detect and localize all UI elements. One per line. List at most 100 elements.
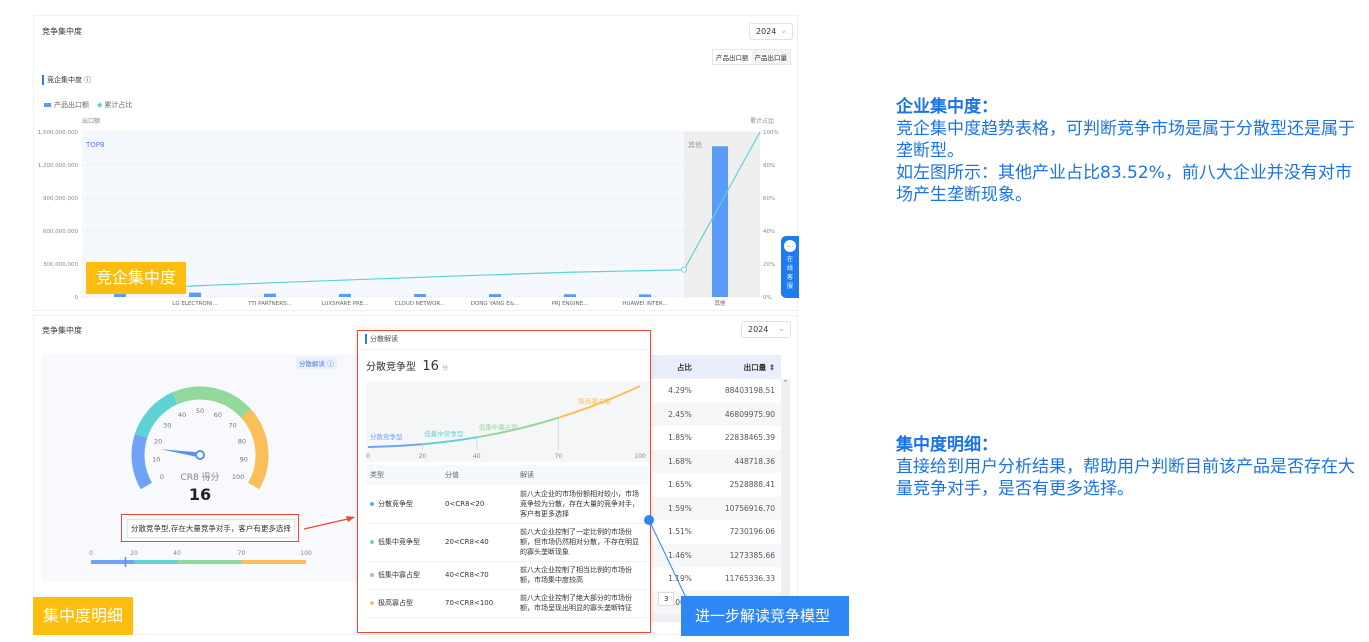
pagination-page-3[interactable]: 3	[658, 592, 675, 606]
bar[interactable]	[712, 146, 728, 297]
gauge-band	[131, 433, 153, 490]
cell-share: 2.45%	[650, 402, 698, 426]
type-text: 低集中寡占型	[378, 571, 420, 579]
curve-label: 低集中竞争型	[424, 429, 464, 438]
bar[interactable]	[189, 292, 201, 297]
cell-share: 1.51%	[668, 527, 692, 537]
table-row[interactable]: 1.68% 448718.36	[650, 449, 781, 473]
model-row: 低集中寡占型 40<CR8<70 前八大企业控制了相当比例的市场份额，市场集中度较高	[366, 561, 648, 590]
bar[interactable]	[339, 293, 351, 297]
x-tick: HUAWEI INTER...	[622, 301, 668, 307]
toggle-export-volume[interactable]: 产品出口量	[751, 50, 790, 64]
year-select[interactable]: 2024 ⌄	[741, 321, 791, 338]
col-type: 类型	[366, 465, 441, 485]
gauge-band	[172, 386, 251, 419]
gauge-tick: 100	[232, 473, 244, 481]
cell-share: 1.19%	[668, 574, 692, 584]
legend-bar[interactable]: 产品出口额	[44, 100, 89, 110]
note-body: 如左图所示：其他产业占比83.52%，前八大企业并没有对市场产生垄断现象。	[896, 163, 1352, 205]
section-title: 竞企集中度 ⓘ	[42, 75, 91, 85]
bar[interactable]	[639, 294, 651, 297]
y-right-tick: 60%	[763, 196, 775, 202]
interp-tag-text: 分散解读	[299, 360, 325, 368]
table-row[interactable]: 2.45% 46809975.90	[650, 402, 781, 426]
curve-label: 低集中寡占型	[479, 422, 519, 431]
gauge-tick: 20	[154, 437, 162, 445]
bar[interactable]	[489, 294, 501, 297]
table-row[interactable]: 1.59% 10756916.70	[650, 496, 781, 520]
table-row[interactable]: 1.19% 11765336.33	[650, 567, 781, 591]
legend-line[interactable]: ◆ 累计占比	[97, 101, 133, 109]
y-left-tick: 0	[75, 295, 79, 301]
curve-tick: 20	[419, 453, 427, 460]
vertical-scrollbar[interactable]: ⌃	[781, 379, 790, 614]
line-point[interactable]	[681, 266, 687, 273]
other-label: 其他	[688, 140, 702, 149]
chat-widget[interactable]: … 在线客服	[781, 236, 799, 298]
info-icon[interactable]: ⓘ	[84, 76, 92, 84]
table-row[interactable]: 1.46% 1273385.66	[650, 543, 781, 567]
cell-share: 1.46%	[650, 543, 698, 567]
year-value: 2024	[756, 27, 777, 36]
bar[interactable]	[414, 294, 426, 297]
note-detail: 集中度明细： 直接给到用户分析结果，帮助用户判断目前该产品是否存在大量竞争对手，…	[896, 434, 1366, 500]
row-type: 极高寡占型	[366, 589, 441, 618]
scale-tick: 70	[238, 550, 246, 557]
year-select[interactable]: 2024 ⌄	[749, 23, 793, 40]
col-range: 分值	[441, 465, 516, 485]
bar[interactable]	[264, 293, 276, 297]
scale-band	[241, 560, 306, 564]
y-left-tick: 900,000,000	[43, 196, 78, 202]
table-row[interactable]: 4.29% 88403198.51	[650, 379, 781, 403]
row-range: 20<CR8<40	[441, 523, 516, 562]
y-left-tick: 1,200,000,000	[38, 163, 79, 169]
y-right-tick: 0%	[763, 295, 772, 301]
gauge-tick: 50	[196, 407, 204, 415]
x-tick: LG ELECTRONI...	[172, 301, 218, 307]
x-tick: PRJ ENGINE...	[552, 301, 589, 307]
y-right-tick: 40%	[763, 229, 775, 235]
table-row[interactable]: 1.85% 22838465.39	[650, 426, 781, 450]
type-dot	[370, 573, 374, 577]
gauge-label: CR8 得分	[180, 471, 219, 483]
gauge-tooltip: 分散竞争型,存在大量竞争对手，客户有更多选择	[127, 519, 295, 538]
type-text: 分散竞争型	[378, 499, 413, 508]
type-text: 极高寡占型	[378, 599, 413, 607]
badge-top: 竞企集中度	[86, 262, 187, 294]
scale-tick: 20	[130, 550, 138, 557]
cell-volume: 1273385.66	[697, 543, 781, 567]
cell-volume: 448718.36	[697, 449, 781, 473]
popup-type: 分散竞争型	[366, 362, 416, 373]
chat-label: 在线客服	[786, 256, 793, 290]
toggle-export-value[interactable]: 产品出口额	[713, 50, 752, 64]
curve-segment	[367, 443, 423, 448]
gauge-tooltip-highlight	[121, 514, 299, 542]
row-type: 低集中竞争型	[366, 523, 441, 562]
chevron-down-icon: ⌄	[780, 26, 787, 35]
y-left-tick: 1,500,000,000	[38, 130, 79, 136]
gauge-needle	[160, 449, 200, 458]
cell-volume: 7230196.06	[729, 527, 775, 537]
gauge-tick: 90	[240, 456, 248, 464]
cumulative-line	[119, 131, 761, 291]
gauge-tick: 0	[160, 473, 164, 481]
cell-volume: 22838465.39	[724, 433, 775, 443]
bar[interactable]	[564, 294, 576, 297]
y-left-tick: 300,000,000	[43, 262, 78, 268]
scale-tick: 40	[173, 550, 181, 557]
table-row[interactable]: 1.51% 7230196.06	[650, 520, 781, 544]
curve-bg	[366, 382, 650, 462]
scale-band	[134, 560, 177, 564]
chevron-down-icon: ⌄	[778, 324, 785, 333]
col-volume[interactable]: 出口量 ⇕	[697, 355, 781, 379]
note-body: 直接给到用户分析结果，帮助用户判断目前该产品是否存在大量竞争对手，是否有更多选择…	[896, 457, 1355, 499]
note-body: 竞企集中度趋势表格，可判断竞争市场是属于分散型还是属于垄断型。	[896, 119, 1355, 161]
table-row[interactable]: 1.65% 2528888.41	[650, 473, 781, 497]
badge-bottom: 集中度明细	[33, 597, 134, 635]
gauge-band	[241, 409, 269, 490]
sort-icon[interactable]: ⇕	[768, 362, 775, 372]
curve-label: 极高寡占型	[578, 397, 611, 406]
interp-tag[interactable]: 分散解读 ⓘ	[296, 357, 337, 369]
x-tick: CLOUD NETWOR...	[395, 301, 446, 307]
col-share[interactable]: 占比	[650, 355, 698, 379]
